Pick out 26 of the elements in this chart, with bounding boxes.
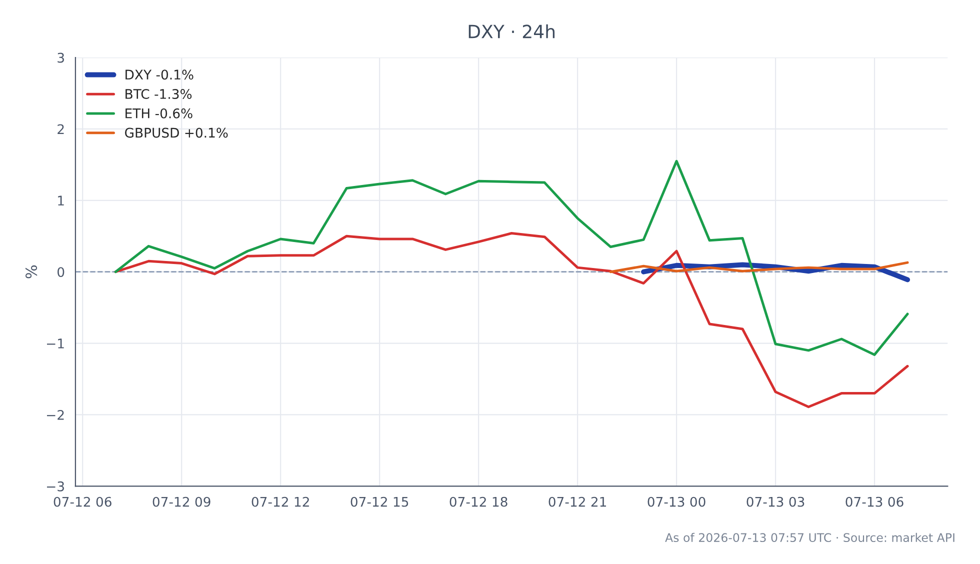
legend-label: DXY -0.1% (126, 70, 194, 80)
x-tick-label: 07-13 00 (648, 496, 706, 507)
y-tick-label: 3 (58, 52, 64, 63)
legend-label: BTC -1.3% (126, 89, 192, 99)
x-tick-label: 07-12 15 (350, 496, 408, 507)
legend-label: ETH -0.6% (126, 108, 192, 118)
y-tick-label: −1 (46, 338, 64, 348)
y-tick-label: 0 (58, 267, 64, 278)
line-series (114, 160, 909, 356)
x-tick-label: 07-12 18 (450, 496, 508, 507)
y-axis-title: % (26, 265, 38, 278)
line-series (609, 261, 909, 274)
y-tick-label: 1 (58, 196, 64, 206)
chart-title: DXY · 24h (468, 24, 554, 38)
x-tick-label: 07-12 06 (54, 496, 112, 507)
x-tick-label: 07-12 09 (152, 496, 210, 507)
line-series (114, 232, 909, 408)
y-tick-label: −2 (46, 410, 64, 420)
text: As of 2026-07-13 07:57 UTC · Source: market API (665, 532, 954, 542)
x-tick-label: 07-13 06 (846, 496, 904, 507)
legend-label: GBPUSD +0.1% (125, 128, 228, 138)
x-tick-label: 07-12 12 (252, 496, 309, 507)
x-tick-label: 07-13 03 (746, 496, 804, 507)
x-tick-label: 07-12 21 (548, 496, 606, 507)
y-tick-label: −3 (46, 481, 64, 492)
y-tick-label: 2 (58, 124, 64, 134)
